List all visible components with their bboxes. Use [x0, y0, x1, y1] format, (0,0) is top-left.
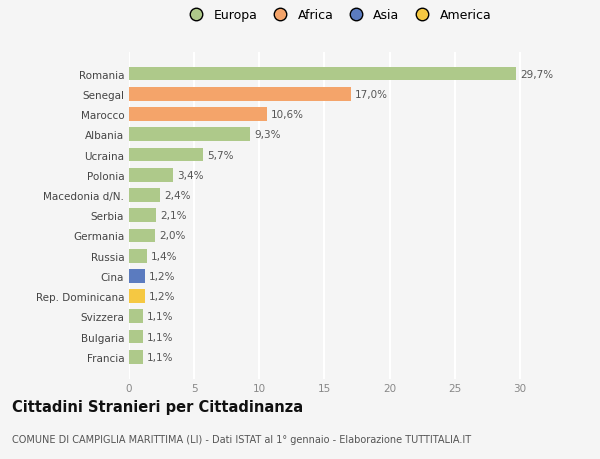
- Bar: [129, 330, 143, 344]
- Text: 3,4%: 3,4%: [177, 170, 204, 180]
- Text: 10,6%: 10,6%: [271, 110, 304, 120]
- Text: 5,7%: 5,7%: [207, 150, 233, 160]
- Text: 29,7%: 29,7%: [520, 69, 553, 79]
- Bar: [129, 249, 147, 263]
- Bar: [129, 168, 173, 182]
- Bar: [129, 148, 203, 162]
- Text: Cittadini Stranieri per Cittadinanza: Cittadini Stranieri per Cittadinanza: [12, 399, 303, 414]
- Text: 17,0%: 17,0%: [355, 90, 388, 100]
- Bar: [129, 108, 267, 122]
- Text: 1,1%: 1,1%: [147, 332, 174, 342]
- Bar: [129, 310, 143, 324]
- Bar: [129, 350, 143, 364]
- Text: 1,2%: 1,2%: [149, 271, 175, 281]
- Text: 1,1%: 1,1%: [147, 352, 174, 362]
- Text: 1,1%: 1,1%: [147, 312, 174, 322]
- Text: 2,4%: 2,4%: [164, 190, 191, 201]
- Bar: [129, 128, 250, 142]
- Bar: [129, 67, 516, 81]
- Text: 2,1%: 2,1%: [160, 211, 187, 221]
- Bar: [129, 209, 157, 223]
- Bar: [129, 269, 145, 283]
- Bar: [129, 290, 145, 303]
- Bar: [129, 229, 155, 243]
- Legend: Europa, Africa, Asia, America: Europa, Africa, Asia, America: [181, 7, 494, 25]
- Bar: [129, 189, 160, 202]
- Text: COMUNE DI CAMPIGLIA MARITTIMA (LI) - Dati ISTAT al 1° gennaio - Elaborazione TUT: COMUNE DI CAMPIGLIA MARITTIMA (LI) - Dat…: [12, 434, 471, 444]
- Text: 1,2%: 1,2%: [149, 291, 175, 302]
- Bar: [129, 88, 350, 101]
- Text: 1,4%: 1,4%: [151, 251, 178, 261]
- Text: 9,3%: 9,3%: [254, 130, 281, 140]
- Text: 2,0%: 2,0%: [159, 231, 185, 241]
